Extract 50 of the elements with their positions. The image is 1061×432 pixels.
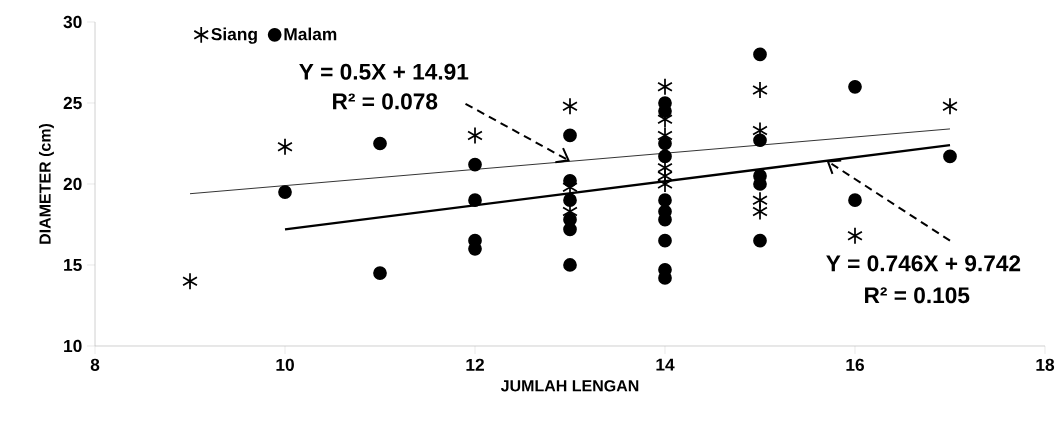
legend-label: Siang <box>211 27 257 44</box>
point <box>848 193 862 208</box>
annotation: R² = 0.078 <box>333 93 438 110</box>
y-tick-label: 20 <box>63 177 82 191</box>
x-tick-label: 18 <box>1036 358 1055 371</box>
y-tick-label: 15 <box>64 258 82 272</box>
point <box>467 126 483 145</box>
point <box>942 97 958 116</box>
point <box>658 193 672 208</box>
x-tick-label: 16 <box>846 358 865 371</box>
point <box>277 137 293 156</box>
point <box>847 226 863 245</box>
annotation: Y = 0.746X + 9.742 <box>826 255 1021 272</box>
point <box>753 47 767 62</box>
point <box>658 271 672 285</box>
point <box>943 149 957 164</box>
point <box>562 97 578 116</box>
x-tick-label: 14 <box>656 358 675 371</box>
y-tick-label: 10 <box>64 339 82 353</box>
point <box>563 173 577 188</box>
point <box>752 81 768 99</box>
annotation: Y = 0.5X + 14.91 <box>299 63 469 80</box>
x-tick-label: 8 <box>90 358 100 371</box>
point <box>563 193 577 208</box>
x-tick-label: 12 <box>466 358 484 371</box>
point <box>563 258 577 272</box>
point <box>657 77 673 96</box>
point <box>373 266 387 280</box>
point <box>848 79 862 94</box>
point <box>278 185 292 199</box>
y-axis-title: DIAMETER (cm) <box>38 123 54 244</box>
point <box>563 222 577 237</box>
point <box>658 233 672 248</box>
point <box>373 136 387 151</box>
point <box>657 175 673 193</box>
annotation: R² = 0.105 <box>865 287 970 304</box>
legend-label: Malam <box>284 27 337 41</box>
point <box>468 157 482 172</box>
point <box>658 149 672 164</box>
point <box>752 202 768 221</box>
point <box>468 193 482 208</box>
y-tick-label: 30 <box>63 15 82 29</box>
x-axis-title: JUMLAH LENGAN <box>500 380 639 392</box>
point <box>658 136 672 151</box>
point <box>182 272 198 291</box>
x-tick-label: 10 <box>276 358 294 371</box>
y-tick-label: 25 <box>63 96 82 110</box>
point <box>753 133 767 148</box>
point <box>563 128 577 143</box>
point <box>753 233 767 248</box>
